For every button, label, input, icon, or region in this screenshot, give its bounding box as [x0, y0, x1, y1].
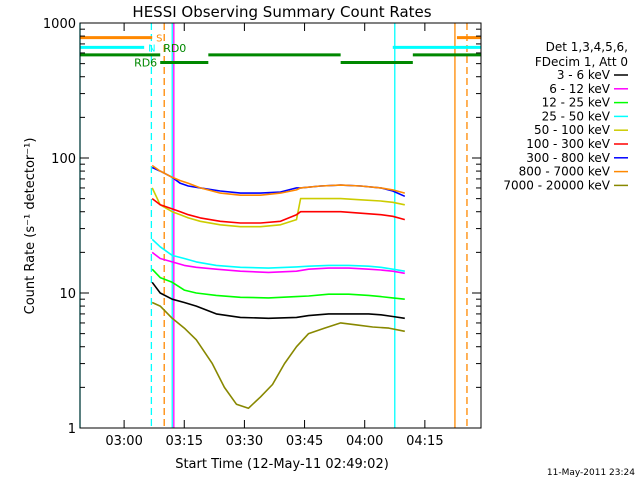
series-line-3-6-kev — [151, 281, 405, 320]
series-line-100-300-kev — [151, 197, 406, 224]
y-tick-label-100: 100 — [51, 152, 76, 167]
x-tick-label-03-30: 03:30 — [226, 434, 263, 449]
series-line-25-50-kev — [151, 238, 405, 272]
legend-header-line-2: FDecim 1, Att 0 — [535, 55, 628, 69]
y-tick-label-10: 10 — [59, 287, 76, 302]
legend-label-100-300-kev: 100 - 300 keV — [526, 137, 610, 151]
state-bars: SN RD6 RD0 — [80, 34, 481, 69]
decimation-label-rd0: RD0 — [163, 42, 186, 55]
legend-label-300-800-kev: 300 - 800 keV — [526, 151, 610, 165]
decimation-label-rd6: RD6 — [134, 56, 157, 69]
y-tick-label-1000: 1000 — [43, 17, 76, 32]
x-tick-label-03-15: 03:15 — [166, 434, 203, 449]
legend-label-3-6-kev: 3 - 6 keV — [557, 68, 611, 82]
legend-label-50-100-kev: 50 - 100 keV — [534, 123, 611, 137]
x-tick-label-03-45: 03:45 — [286, 434, 323, 449]
legend-label-800-7000-kev: 800 - 7000 keV — [519, 165, 611, 179]
time-markers — [79, 23, 468, 428]
series-line-50-100-kev — [151, 187, 405, 228]
series-line-7000-20000-kev — [151, 301, 405, 410]
x-tick-label-03-00: 03:00 — [105, 434, 142, 449]
legend-label-6-12-kev: 6 - 12 keV — [549, 82, 611, 96]
legend-label-12-25-kev: 12 - 25 keV — [542, 96, 611, 110]
y-tick-label-1: 1 — [68, 422, 76, 437]
legend-header-line-1: Det 1,3,4,5,6, — [546, 40, 628, 54]
y-axis: 1 10 100 1000 — [43, 17, 481, 437]
x-tick-label-04-15: 04:15 — [406, 434, 443, 449]
series-line-12-25-kev — [151, 268, 405, 300]
state-label-n: N — [148, 43, 155, 54]
x-tick-label-04-00: 04:00 — [346, 434, 383, 449]
x-axis: 03:00 03:15 03:30 03:45 04:00 04:15 — [105, 23, 444, 449]
series-line-6-12-kev — [151, 251, 405, 275]
plot-frame — [79, 22, 482, 429]
footer-date: 11-May-2011 23:24 — [547, 468, 635, 478]
y-axis-label: Count Rate (s⁻¹ detector⁻¹) — [23, 138, 38, 315]
legend-label-7000-20000-kev: 7000 - 20000 keV — [503, 178, 610, 192]
chart-title: HESSI Observing Summary Count Rates — [132, 3, 431, 21]
legend: Det 1,3,4,5,6, FDecim 1, Att 0 3 - 6 keV… — [503, 40, 628, 192]
state-label-s: S — [156, 34, 162, 45]
series-lines — [151, 164, 406, 410]
series-line-800-7000-kev — [151, 164, 406, 196]
x-axis-label: Start Time (12-May-11 02:49:02) — [175, 457, 389, 472]
legend-label-25-50-kev: 25 - 50 keV — [542, 109, 611, 123]
